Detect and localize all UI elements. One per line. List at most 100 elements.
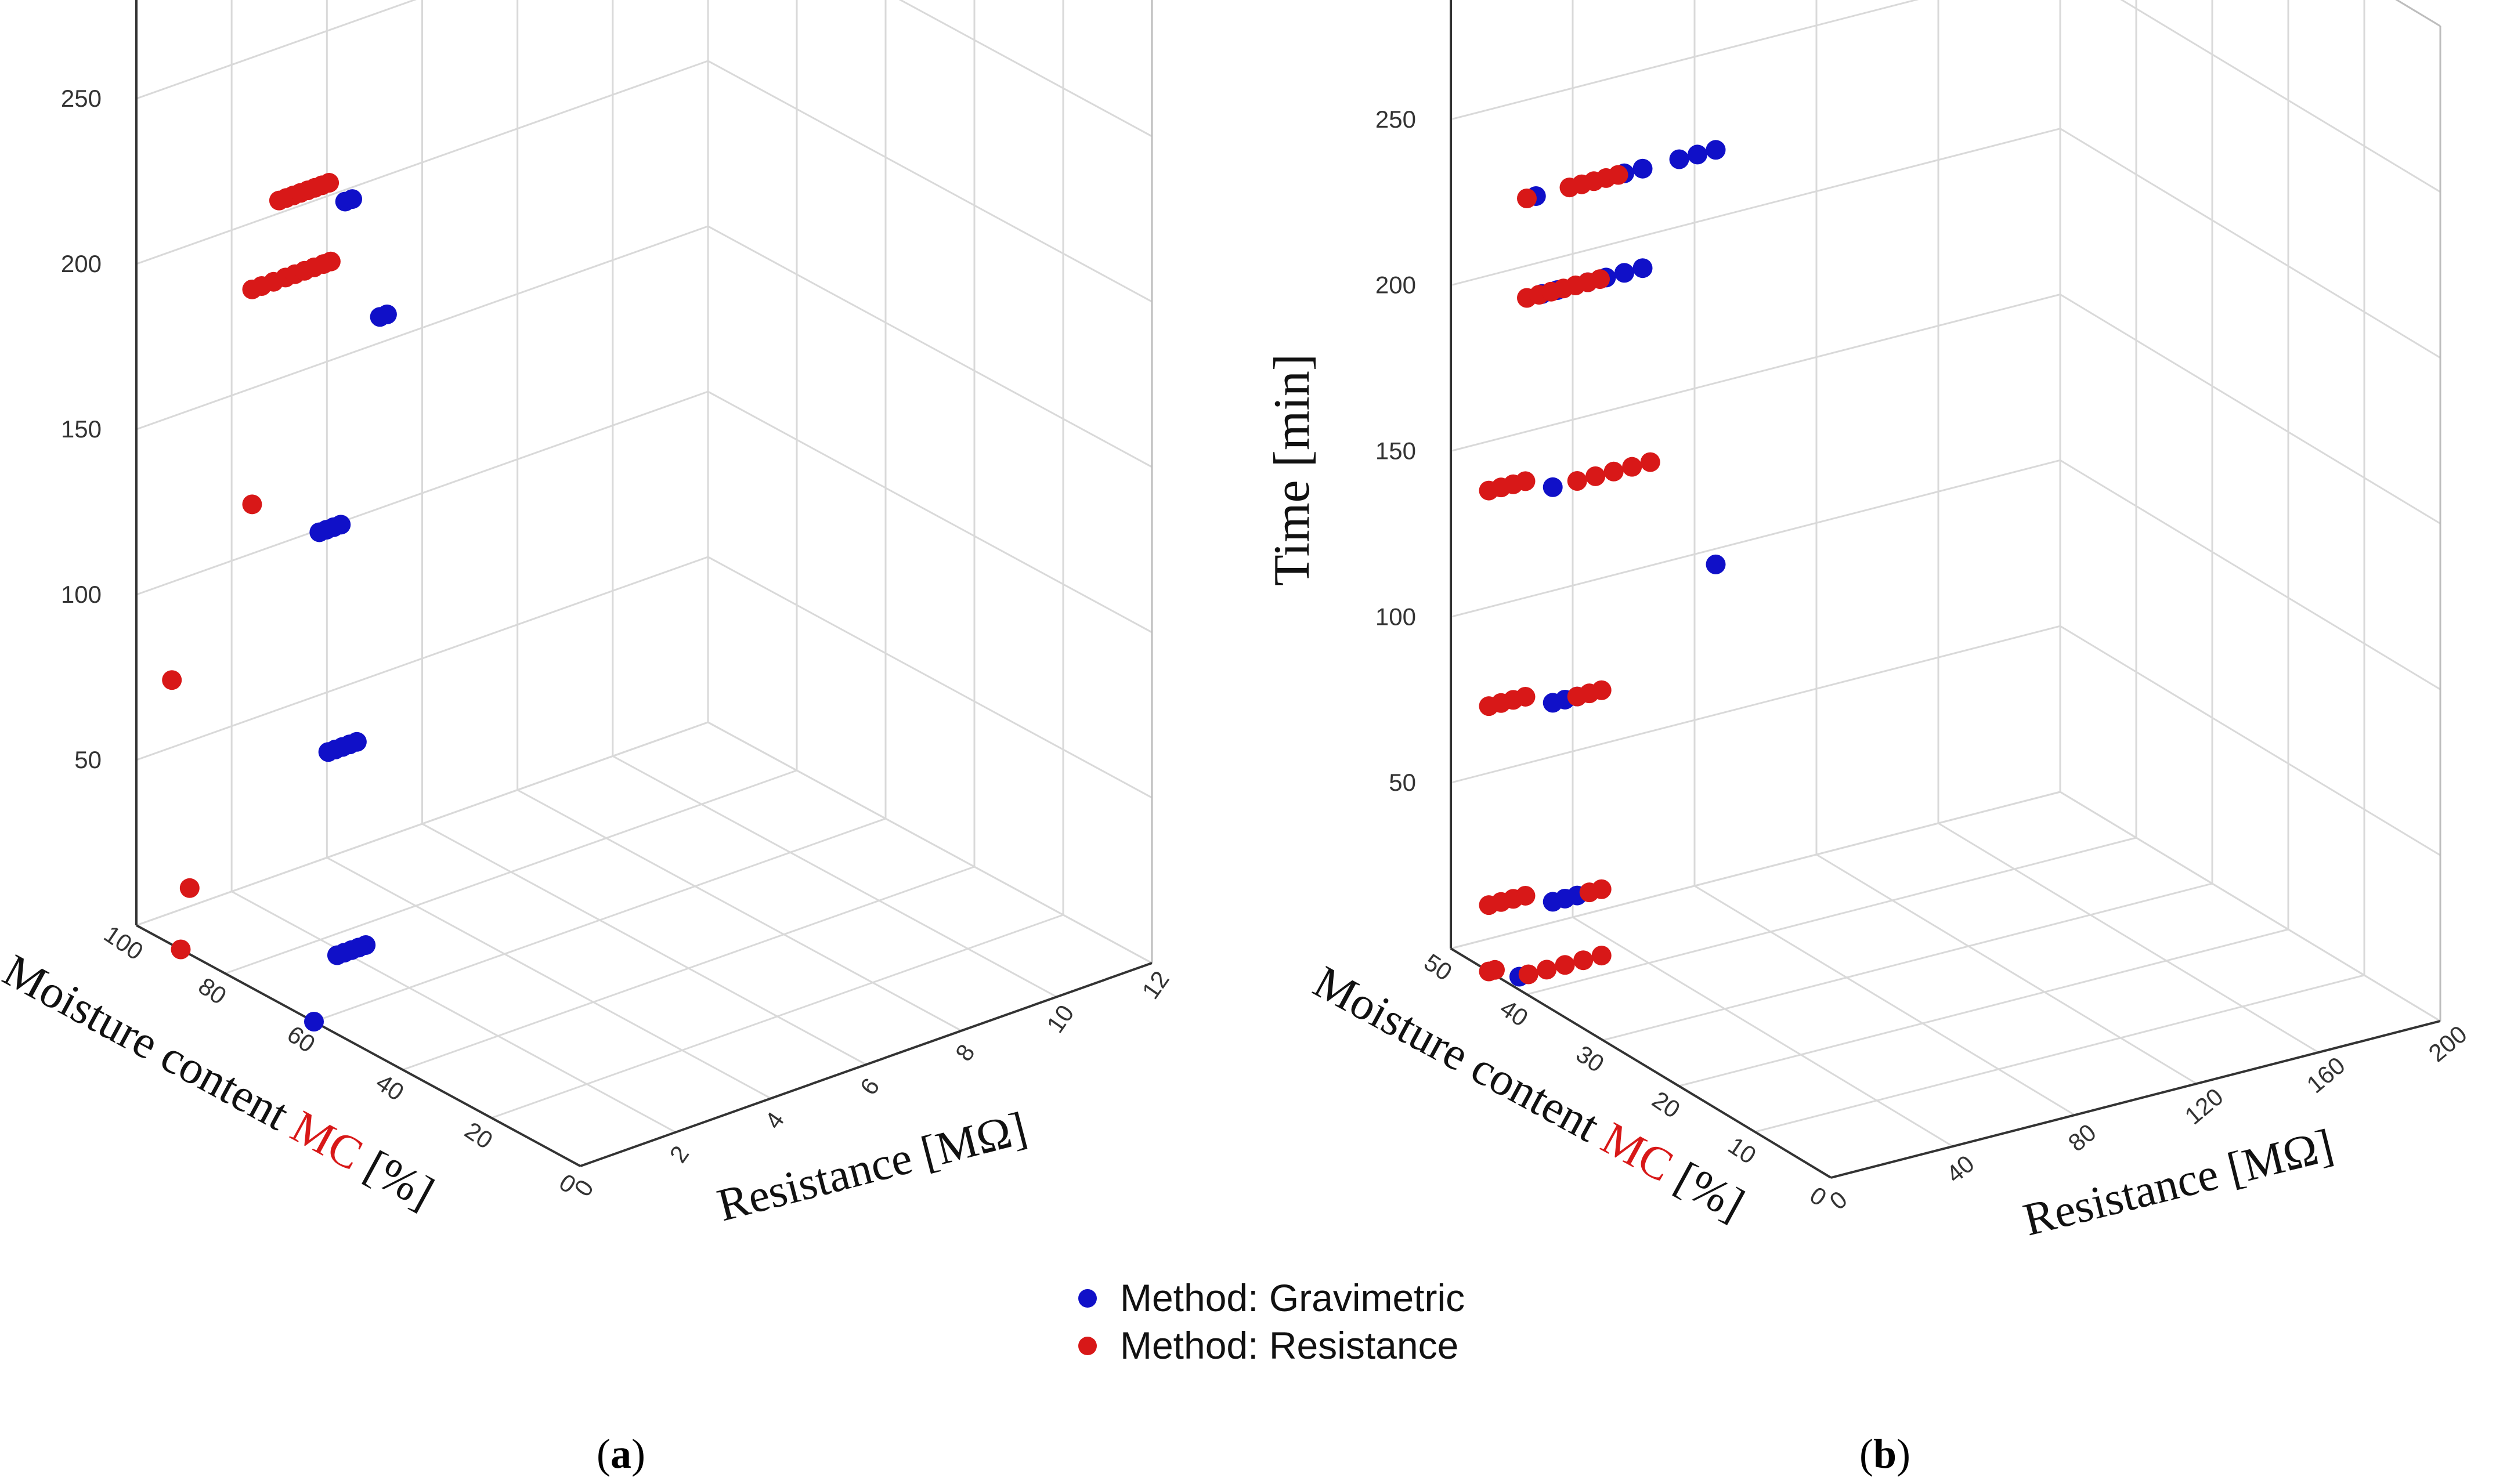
data-point xyxy=(1543,477,1563,497)
panel-b-zlabel: Time [min] xyxy=(1264,354,1320,586)
floor-gridline xyxy=(1938,822,2319,1054)
data-point xyxy=(1632,258,1653,278)
side-wall-gridline xyxy=(2395,0,2441,27)
side-wall-gridline xyxy=(707,225,1153,468)
x-tick-label: 80 xyxy=(2063,1119,2101,1157)
panel-a-gridlines xyxy=(135,0,1153,1167)
back-wall-gridline xyxy=(136,390,709,596)
floor-gridline xyxy=(326,857,772,1099)
data-point xyxy=(1537,960,1557,980)
data-point xyxy=(331,515,351,535)
panel-b-axes xyxy=(1450,0,2441,1179)
series-method-gravimetric xyxy=(1509,140,1726,987)
data-point xyxy=(1706,140,1726,160)
side-wall-gridline xyxy=(707,390,1153,634)
x-tick-label: 6 xyxy=(855,1073,885,1100)
panel-a-data-points xyxy=(162,173,397,1031)
y-tick-label: 20 xyxy=(460,1116,498,1154)
y-tick-label: 30 xyxy=(1572,1040,1609,1077)
data-point xyxy=(242,494,262,515)
side-wall-gridline xyxy=(2120,0,2441,193)
data-point xyxy=(1632,158,1653,179)
side-wall-gridline xyxy=(2060,294,2441,524)
floor-gridline xyxy=(225,769,797,975)
back-wall-gridline xyxy=(136,556,709,761)
z-tick-label: 250 xyxy=(61,85,102,112)
data-point xyxy=(1515,686,1536,707)
x-tick-label: 8 xyxy=(950,1039,980,1066)
back-wall-gridline xyxy=(136,0,417,100)
data-point xyxy=(1591,879,1612,899)
x-tick-label: 12 xyxy=(1136,966,1174,1004)
data-point xyxy=(1518,964,1538,984)
data-point xyxy=(1585,466,1606,486)
panel-a-z-tick-labels: 50100150200250300 xyxy=(61,85,102,773)
data-point xyxy=(179,878,200,898)
data-point xyxy=(1515,471,1536,491)
x-tick-label: 160 xyxy=(2302,1051,2350,1098)
side-wall-gridline xyxy=(2060,625,2441,856)
data-point xyxy=(1669,149,1689,169)
floor-gridline xyxy=(1678,928,2289,1087)
data-point xyxy=(1517,189,1537,208)
y-tick-label: 50 xyxy=(1419,948,1457,986)
legend: Method: Gravimetric Method: Resistance xyxy=(1078,1276,1465,1367)
z-tick-label: 200 xyxy=(61,250,102,277)
data-point xyxy=(162,670,182,690)
side-wall-gridline xyxy=(707,556,1153,799)
floor-gridline xyxy=(1754,974,2365,1133)
legend-marker-resistance xyxy=(1078,1337,1097,1355)
data-point xyxy=(1515,885,1536,906)
legend-label-gravimetric: Method: Gravimetric xyxy=(1120,1276,1465,1319)
panel-b-gridlines xyxy=(1450,0,2441,1179)
side-wall-gridline xyxy=(2060,459,2441,690)
data-point xyxy=(1485,960,1505,980)
z-tick-label: 150 xyxy=(61,415,102,443)
y-tick-label: 20 xyxy=(1648,1085,1685,1123)
data-point xyxy=(304,1012,324,1031)
floor-gridline xyxy=(1602,882,2213,1041)
floor-gridline xyxy=(402,866,975,1071)
caption-b: (b) xyxy=(1859,1431,1910,1477)
z-tick-label: 50 xyxy=(74,746,102,773)
legend-label-resistance: Method: Resistance xyxy=(1120,1324,1458,1367)
floor-gridline xyxy=(231,891,676,1133)
data-point xyxy=(346,732,367,752)
floor-gridline xyxy=(516,789,962,1031)
back-wall-gridline xyxy=(136,721,709,926)
y-tick-label: 40 xyxy=(371,1068,409,1106)
data-point xyxy=(171,939,191,960)
data-point xyxy=(1603,461,1624,482)
z-tick-label: 150 xyxy=(1375,437,1416,465)
floor-gridline xyxy=(1572,916,1953,1148)
data-point xyxy=(1622,457,1642,477)
floor-gridline xyxy=(1694,885,2075,1116)
x-tick-label: 200 xyxy=(2423,1020,2472,1067)
data-point xyxy=(1555,955,1575,975)
legend-item-gravimetric: Method: Gravimetric xyxy=(1078,1276,1465,1319)
data-point xyxy=(1573,950,1594,971)
back-wall-gridline xyxy=(136,225,709,430)
caption-a: (a) xyxy=(597,1431,645,1477)
series-method-resistance xyxy=(1479,165,1660,984)
data-point xyxy=(1590,269,1610,289)
side-wall-gridline xyxy=(898,0,1153,137)
floor-gridline xyxy=(1526,837,2137,996)
x-tick-label: 10 xyxy=(1041,1000,1079,1037)
back-wall-gridline xyxy=(1450,791,2061,950)
back-wall-gridline xyxy=(1450,625,2061,784)
data-point xyxy=(1591,680,1612,700)
data-point xyxy=(1608,165,1628,185)
data-point xyxy=(1688,144,1707,165)
panel-a-axes xyxy=(135,0,1153,1167)
data-point xyxy=(1640,452,1660,472)
y-tick-label: 10 xyxy=(1724,1131,1761,1169)
panel-b-z-tick-labels: 50100150200250300 xyxy=(1375,106,1416,796)
y-axis-line xyxy=(1450,947,1832,1179)
data-point xyxy=(1706,554,1726,574)
z-tick-label: 250 xyxy=(1375,106,1416,133)
series-method-resistance xyxy=(162,173,341,960)
x-tick-label: 40 xyxy=(1941,1150,1980,1188)
legend-marker-gravimetric xyxy=(1078,1289,1097,1308)
y-tick-label: 80 xyxy=(194,972,232,1009)
